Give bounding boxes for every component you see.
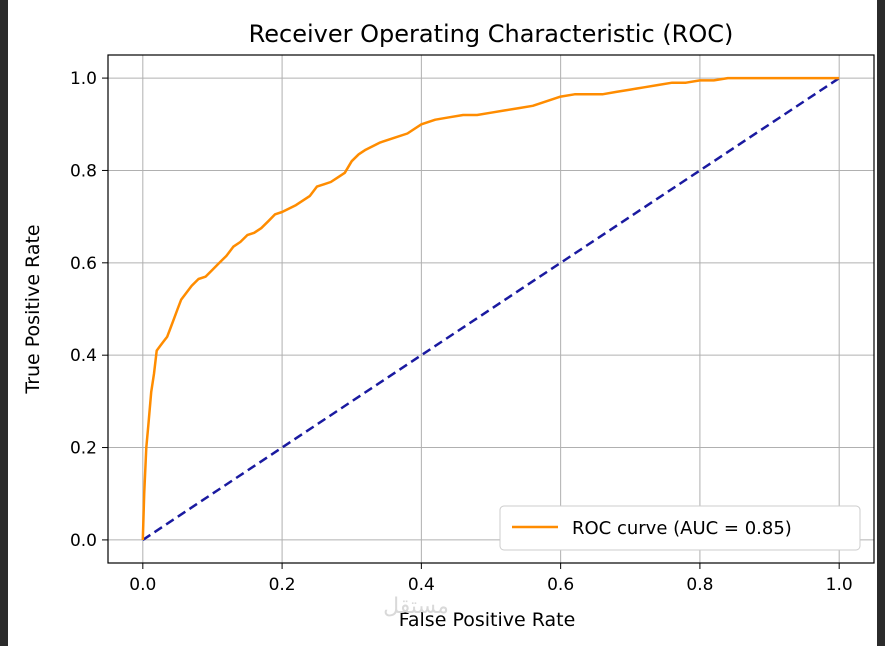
x-tick-label: 1.0 xyxy=(826,575,853,595)
plot-background xyxy=(108,55,874,563)
x-tick-label: 0.4 xyxy=(408,575,435,595)
y-axis-ticks: 0.0 0.2 0.4 0.6 0.8 1.0 xyxy=(70,69,108,551)
x-tick-label: 0.0 xyxy=(129,575,156,595)
y-tick-label: 0.2 xyxy=(70,439,97,459)
x-tick-label: 0.2 xyxy=(269,575,296,595)
legend: ROC curve (AUC = 0.85) xyxy=(499,505,861,551)
y-axis-label: True Positive Rate xyxy=(22,224,44,394)
y-tick-label: 1.0 xyxy=(70,69,97,89)
x-tick-label: 0.8 xyxy=(686,575,713,595)
y-tick-label: 0.4 xyxy=(70,346,97,366)
figure: 0.0 0.2 0.4 0.6 0.8 1.0 0.0 0.2 0.4 0.6 0.8 1.0 Re… xyxy=(8,0,877,646)
y-tick-label: 0.8 xyxy=(70,161,97,181)
x-axis-ticks: 0.0 0.2 0.4 0.6 0.8 1.0 xyxy=(129,563,853,595)
watermark: مستقل xyxy=(383,594,449,619)
legend-label-roc: ROC curve (AUC = 0.85) xyxy=(572,518,792,539)
roc-curve-line xyxy=(141,76,840,540)
y-tick-label: 0.0 xyxy=(70,531,97,551)
chart-title: Receiver Operating Characteristic (ROC) xyxy=(249,20,734,48)
grid xyxy=(108,55,874,563)
x-tick-label: 0.6 xyxy=(547,575,574,595)
y-tick-label: 0.6 xyxy=(70,254,97,274)
series-layer xyxy=(141,76,840,541)
legend-box xyxy=(499,505,861,551)
plot-frame xyxy=(107,54,875,564)
x-axis-label: False Positive Rate xyxy=(399,609,576,631)
roc-chart: 0.0 0.2 0.4 0.6 0.8 1.0 0.0 0.2 0.4 0.6 0.8 1.0 Re… xyxy=(22,20,875,631)
